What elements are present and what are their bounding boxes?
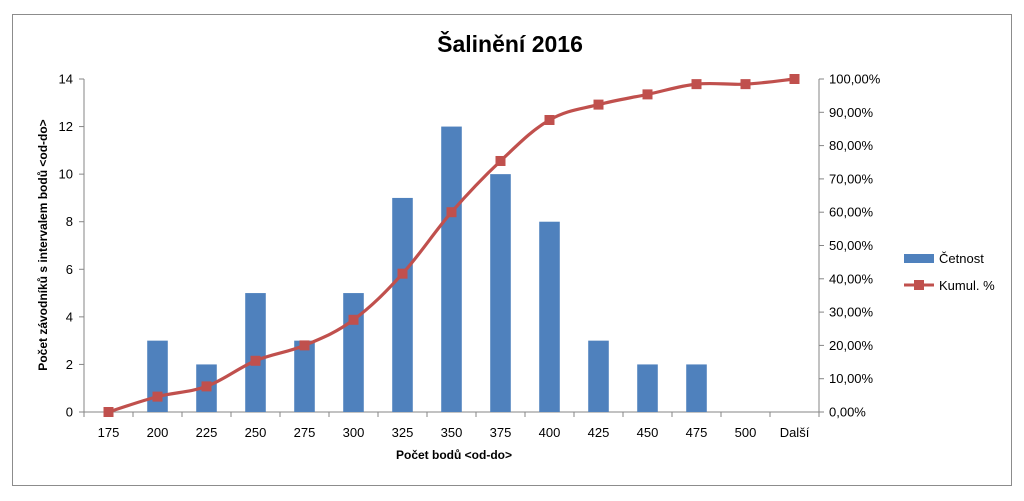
bar (686, 364, 707, 412)
line-marker (642, 89, 653, 100)
x-tick-label: 475 (686, 425, 708, 440)
line-marker (593, 99, 604, 110)
x-tick-label: 200 (147, 425, 169, 440)
y2-tick-label: 60,00% (829, 205, 874, 220)
chart-frame (12, 14, 1012, 486)
x-tick-label: 225 (196, 425, 218, 440)
y2-tick-label: 40,00% (829, 271, 874, 286)
y2-tick-label: 100,00% (829, 72, 881, 87)
y2-tick-label: 50,00% (829, 238, 874, 253)
legend-swatch-marker (914, 280, 924, 290)
bar (294, 340, 315, 412)
line-marker (299, 340, 310, 351)
line-marker (446, 207, 457, 218)
y-axis-title: Počet závodníků s intervalem bodů <od-do… (36, 119, 50, 370)
x-tick-label: 275 (294, 425, 316, 440)
legend-label-bar: Četnost (939, 251, 984, 266)
x-tick-label: 300 (343, 425, 365, 440)
bar (392, 197, 413, 412)
bar (637, 364, 658, 412)
y-tick-label: 8 (66, 214, 73, 229)
y2-tick-label: 30,00% (829, 305, 874, 320)
legend-swatch-bar (904, 254, 934, 263)
y-tick-label: 10 (59, 167, 73, 182)
x-tick-label: 500 (735, 425, 757, 440)
y2-tick-label: 0,00% (829, 405, 866, 420)
y2-tick-label: 20,00% (829, 338, 874, 353)
bar (588, 340, 609, 412)
bar (441, 126, 462, 413)
bar (490, 174, 511, 412)
line-marker (544, 114, 555, 125)
y-tick-label: 0 (66, 405, 73, 420)
line-marker (691, 79, 702, 90)
y-tick-label: 2 (66, 357, 73, 372)
y-tick-label: 14 (59, 72, 73, 87)
x-tick-label: 350 (441, 425, 463, 440)
x-tick-label: 425 (588, 425, 610, 440)
line-marker (103, 407, 114, 417)
line-marker (789, 74, 800, 84)
line-marker (152, 391, 163, 402)
line-marker (250, 355, 261, 366)
y2-tick-label: 90,00% (829, 105, 874, 120)
line-marker (397, 268, 408, 279)
x-tick-label: 375 (490, 425, 512, 440)
x-tick-label: 325 (392, 425, 414, 440)
bar (343, 293, 364, 412)
chart-title: Šalinění 2016 (437, 30, 583, 57)
y-tick-label: 4 (66, 309, 73, 324)
x-axis-title: Počet bodů <od-do> (396, 448, 512, 462)
x-tick-label: Další (780, 425, 810, 440)
bar (245, 293, 266, 412)
y2-tick-label: 70,00% (829, 171, 874, 186)
x-tick-label: 175 (98, 425, 120, 440)
y2-tick-label: 10,00% (829, 371, 874, 386)
x-tick-label: 450 (637, 425, 659, 440)
line-marker (348, 314, 359, 325)
line-marker (740, 79, 751, 90)
y2-tick-label: 80,00% (829, 138, 874, 153)
legend-label-line: Kumul. % (939, 278, 995, 293)
plot-area: 0 2 4 6 8 10 12 14 0,00% 10,00% 20,00% 30,00% 40,00%… (59, 72, 881, 441)
line-marker (201, 381, 212, 392)
y-tick-label: 12 (59, 119, 73, 134)
legend: Četnost Kumul. % (904, 251, 995, 293)
y-tick-label: 6 (66, 262, 73, 277)
x-tick-label: 400 (539, 425, 561, 440)
x-tick-label: 250 (245, 425, 267, 440)
bar (539, 221, 560, 412)
line-marker (495, 155, 506, 166)
